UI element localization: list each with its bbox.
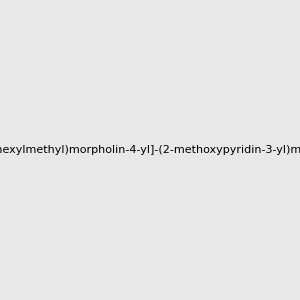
Text: [2-(Cyclohexylmethyl)morpholin-4-yl]-(2-methoxypyridin-3-yl)methanone: [2-(Cyclohexylmethyl)morpholin-4-yl]-(2-… — [0, 145, 300, 155]
